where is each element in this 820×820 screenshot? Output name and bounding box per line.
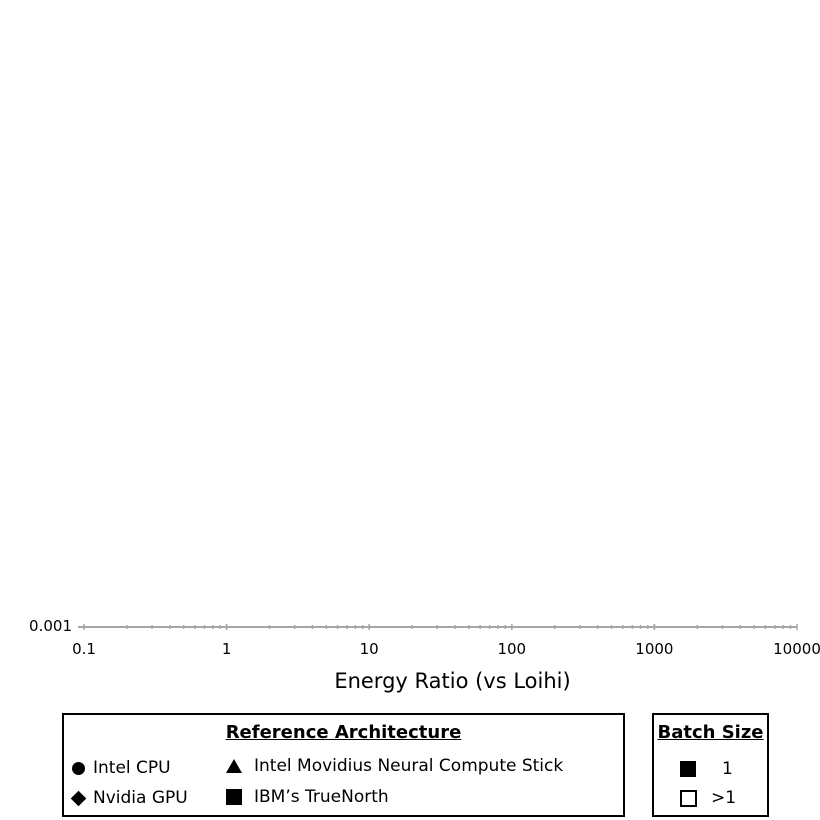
legend-entry-intel-cpu: Intel CPU [72, 758, 171, 778]
legend-entry-batch-gt1: >1 [680, 788, 736, 808]
x-tick-labels: 0.1 1 10 100 1000 10000 [72, 640, 820, 658]
legend-entry-intel-movidius: Intel Movidius Neural Compute Stick [226, 756, 563, 776]
triangle-marker-icon [226, 759, 242, 773]
legend-label: IBM’s TrueNorth [254, 787, 389, 807]
legend-label: Intel Movidius Neural Compute Stick [254, 756, 564, 776]
x-tick-label: 1000 [635, 640, 673, 658]
x-tick-label: 1 [222, 640, 232, 658]
legend-label: Nvidia GPU [93, 788, 188, 808]
circle-marker-icon [72, 761, 85, 775]
x-tick-label: 100 [497, 640, 526, 658]
open-square-icon [680, 789, 697, 807]
legend-batch-size: Batch Size 1 >1 [652, 713, 769, 817]
x-tick-label: 0.1 [72, 640, 96, 658]
legend-entry-batch-1: 1 [680, 759, 733, 779]
legend-entry-nvidia-gpu: Nvidia GPU [70, 788, 188, 808]
x-axis-label: Energy Ratio (vs Loihi) [334, 669, 570, 693]
legend-reference-title: Reference Architecture [225, 722, 462, 743]
legend-label: 1 [722, 759, 733, 779]
x-tick-label: 10 [360, 640, 379, 658]
x-axis [78, 624, 798, 630]
square-marker-icon [226, 789, 242, 805]
legend-label: >1 [711, 788, 737, 808]
legend-entry-ibm-truenorth: IBM’s TrueNorth [226, 787, 389, 807]
x-tick-label: 10000 [773, 640, 820, 658]
filled-square-icon [680, 761, 696, 777]
y-tick-label: 0.001 [29, 617, 72, 635]
legend-batch-title: Batch Size [657, 722, 764, 743]
diamond-marker-icon [70, 790, 87, 806]
legend-reference-architecture: Reference Architecture Intel CPU Nvidia … [62, 713, 625, 817]
legend-label: Intel CPU [93, 758, 171, 778]
chart-svg: 0.1 1 10 100 1000 10000 0.001 Energy Ratio (v… [29, 617, 820, 693]
